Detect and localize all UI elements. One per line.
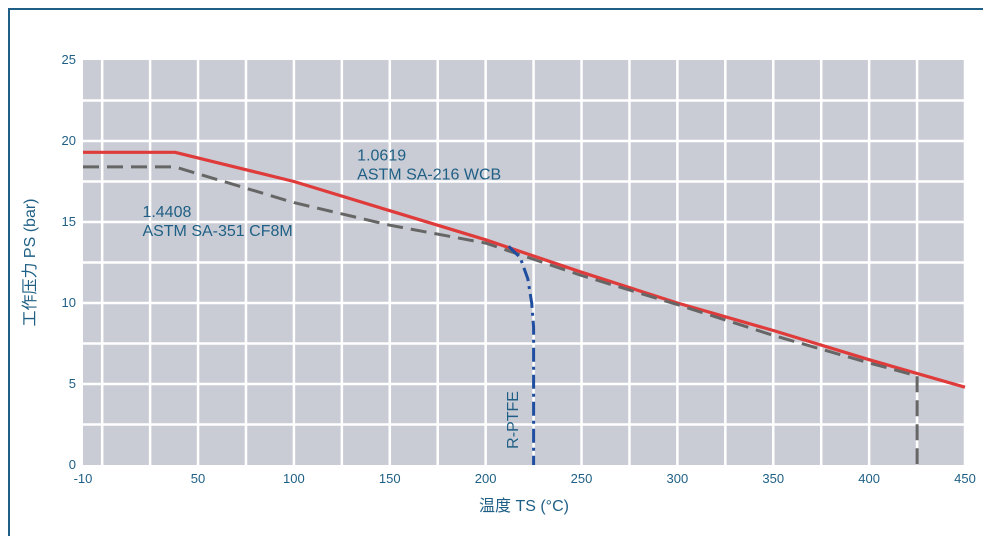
annotation-2-line-2: ASTM SA-351 CF8M bbox=[142, 223, 292, 240]
series-line-3 bbox=[507, 245, 536, 465]
x-tick-label: -10 bbox=[74, 471, 93, 486]
x-tick-label: 250 bbox=[571, 471, 593, 486]
series-line-1 bbox=[83, 150, 966, 389]
annotation-1-line-2: ASTM SA-216 WCB bbox=[357, 166, 501, 183]
x-tick-label: 300 bbox=[667, 471, 689, 486]
x-axis-ticks: -10 50 100 150 200 250 300 350 400 450 bbox=[74, 471, 976, 486]
y-tick-label: 15 bbox=[62, 214, 76, 229]
series-line-2 bbox=[83, 165, 919, 465]
x-tick-label: 350 bbox=[762, 471, 784, 486]
annotations: 1.0619 ASTM SA-216 WCB 1.4408 ASTM SA-351 C… bbox=[142, 147, 522, 448]
x-axis-label: 温度 TS (°C) bbox=[479, 497, 569, 515]
annotation-1-line-1: 1.0619 bbox=[357, 147, 406, 164]
annotation-2-line-1: 1.4408 bbox=[142, 204, 191, 221]
chart-frame bbox=[8, 8, 983, 536]
x-tick-label: 50 bbox=[191, 471, 205, 486]
y-tick-label: 10 bbox=[62, 295, 76, 310]
x-tick-label: 400 bbox=[858, 471, 880, 486]
series-group bbox=[83, 150, 966, 465]
annotation-3: R-PTFE bbox=[505, 391, 522, 449]
y-axis-ticks: 0 5 10 15 20 25 bbox=[62, 52, 76, 472]
y-tick-label: 0 bbox=[69, 457, 76, 472]
grid-lines bbox=[83, 60, 967, 465]
y-tick-label: 20 bbox=[62, 133, 76, 148]
x-tick-label: 200 bbox=[475, 471, 497, 486]
x-tick-label: 150 bbox=[379, 471, 401, 486]
y-axis-label: 工作压力 PS (bar) bbox=[21, 198, 39, 326]
x-tick-label: 450 bbox=[954, 471, 976, 486]
x-tick-label: 100 bbox=[283, 471, 305, 486]
y-tick-label: 25 bbox=[62, 52, 76, 67]
y-tick-label: 5 bbox=[69, 376, 76, 391]
